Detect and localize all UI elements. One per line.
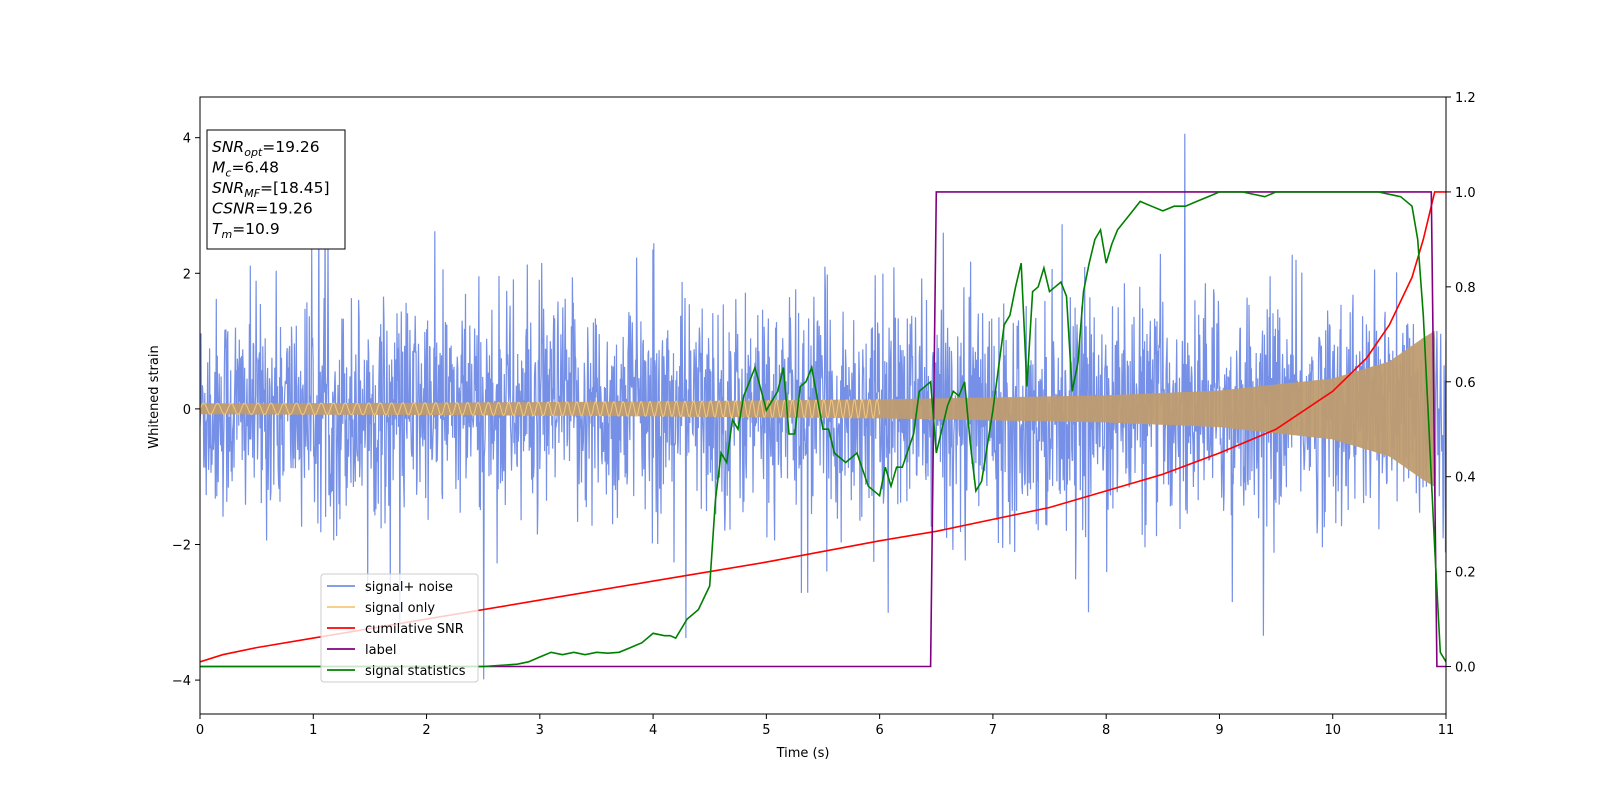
x-tick-label: 0 (196, 723, 204, 738)
y2-tick-label: 1.0 (1455, 186, 1476, 201)
legend-frame (320, 573, 479, 683)
y-tick-label: −4 (172, 674, 191, 689)
y2-tick-label: 0.8 (1455, 281, 1476, 296)
annotation-line: SNRMF=[18.45] (212, 179, 330, 200)
x-tick-label: 11 (1438, 723, 1455, 738)
y-axis-label: Whitened strain (147, 345, 162, 448)
annotation-line: Tm=10.9 (212, 220, 280, 241)
annotation-line: Mc=6.48 (212, 159, 279, 180)
y-tick-label: 0 (183, 403, 191, 418)
legend-label: signal+ noise (365, 580, 453, 595)
annotation-frame (206, 129, 346, 250)
x-tick-label: 1 (309, 723, 317, 738)
x-tick-label: 8 (1102, 723, 1110, 738)
annotation-box: SNRopt=19.26Mc=6.48SNRMF=[18.45]CSNR=19.… (206, 129, 346, 250)
annotation-line: CSNR=19.26 (212, 200, 313, 218)
y2-tick-label: 0.2 (1455, 566, 1476, 581)
x-tick-label: 4 (649, 723, 657, 738)
x-tick-label: 3 (536, 723, 544, 738)
x-axis-label: Time (s) (776, 746, 830, 761)
x-tick-label: 9 (1215, 723, 1223, 738)
legend-label: cumilative SNR (365, 622, 464, 637)
x-tick-label: 6 (875, 723, 883, 738)
legend: signal+ noise signal only cumilative SNR la… (320, 573, 479, 683)
legend-label: signal only (365, 601, 435, 616)
axes: 0 1 2 3 4 5 6 7 8 9 10 11 4 2 0 −2 −4 1.2 1.0 0.8 0.6 0.4 0.2 0… (172, 91, 1476, 738)
y-tick-label: 2 (183, 267, 191, 282)
x-tick-label: 10 (1324, 723, 1341, 738)
legend-label: label (365, 643, 396, 658)
y-tick-label: 4 (183, 132, 191, 147)
series-label-line (200, 191, 1446, 668)
y2-tick-label: 0.6 (1455, 376, 1476, 391)
y2-tick-label: 1.2 (1455, 91, 1476, 106)
y2-tick-label: 0.4 (1455, 471, 1476, 486)
annotation-line: SNRopt=19.26 (212, 138, 320, 159)
legend-label: signal statistics (365, 664, 466, 679)
series-signal-only-band (200, 330, 1435, 487)
x-tick-label: 7 (989, 723, 997, 738)
series-signal-statistics-line (200, 191, 1446, 668)
x-tick-label: 5 (762, 723, 770, 738)
x-tick-label: 2 (422, 723, 430, 738)
axes-frame (199, 96, 1447, 715)
y-tick-label: −2 (172, 538, 191, 553)
y2-tick-label: 0.0 (1455, 661, 1476, 676)
